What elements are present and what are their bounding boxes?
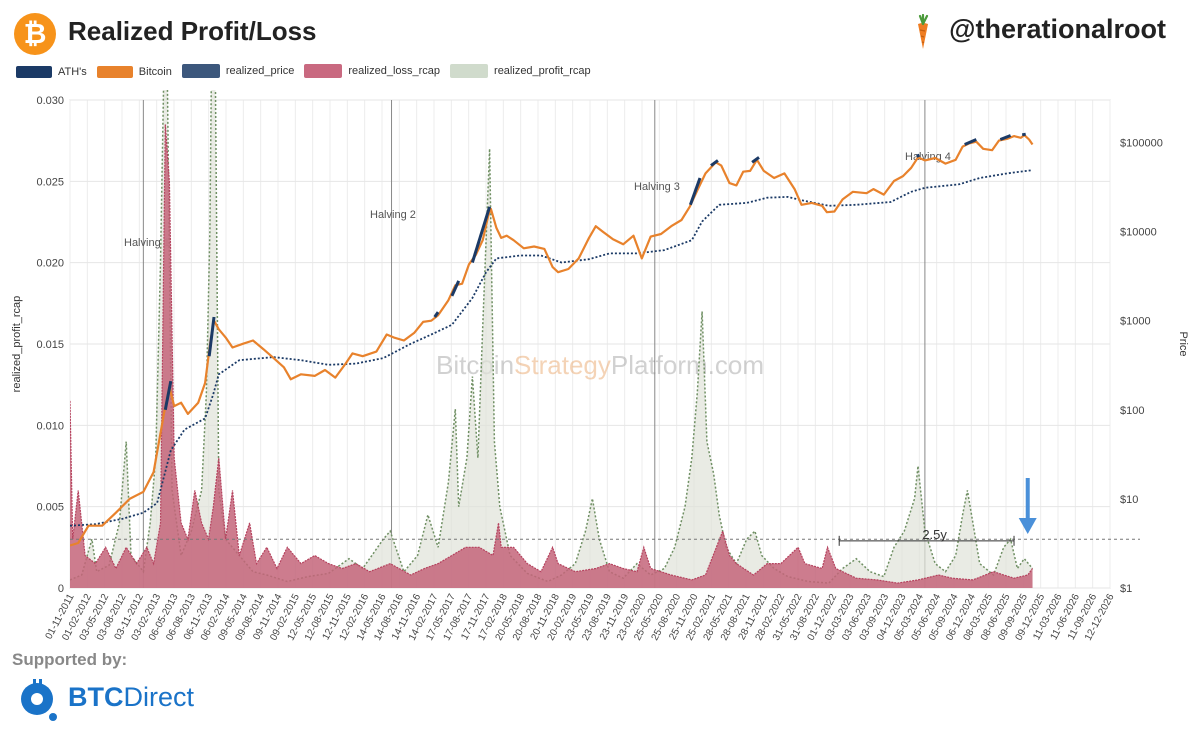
author-handle: @therationalroot — [949, 14, 1166, 44]
series-ath-segment — [450, 280, 461, 297]
legend-item-1[interactable]: Bitcoin — [96, 66, 172, 78]
legend-item-4[interactable]: realized_profit_rcap — [450, 64, 591, 78]
watermark-text: BitcoinStrategyPlatform.com — [436, 350, 764, 380]
y-left-tick-label: 0.005 — [36, 502, 64, 514]
series-ath-segment — [470, 206, 492, 263]
btc-direct-logo-icon — [21, 679, 57, 721]
halving-label: Halving 1 — [124, 237, 170, 249]
carrot-icon — [918, 14, 929, 49]
series-ath-segment — [710, 159, 719, 167]
chart-legend: ATH's Bitcoin realized_price realized_loss_… — [16, 64, 601, 82]
header: ₿ Realized Profit/Loss @therationalroot — [0, 0, 1200, 62]
series-ath-segment — [433, 311, 440, 318]
page-title: Realized Profit/Loss — [68, 16, 317, 46]
legend-item-0[interactable]: ATH's — [16, 66, 87, 78]
y-right-tick-label: $10000 — [1120, 227, 1157, 239]
series-ath-segment — [999, 134, 1012, 141]
brand-part-direct: Direct — [123, 682, 195, 712]
y-left-axis-label: realized_profit_rcap — [11, 296, 23, 393]
watermark-part-2: Strategy — [514, 350, 611, 380]
legend-label: Bitcoin — [138, 66, 172, 78]
y-left-tick-label: 0.030 — [36, 95, 64, 107]
arrow-down-icon — [1018, 518, 1037, 534]
y-right-tick-label: $1 — [1120, 583, 1132, 595]
supported-by-label: Supported by: — [12, 650, 128, 669]
series-ath-segment — [1021, 132, 1026, 137]
y-left-tick-label: 0.020 — [36, 258, 64, 270]
legend-swatch-icon — [304, 64, 343, 78]
series-ath-segment — [964, 138, 977, 146]
series-bitcoin-price — [70, 134, 1034, 547]
legend-swatch-icon — [16, 66, 52, 78]
y-left-tick-label: 0.015 — [36, 339, 64, 351]
y-right-tick-label: $1000 — [1120, 316, 1151, 328]
series-ath-segment — [688, 177, 702, 206]
legend-item-2[interactable]: realized_price — [181, 64, 295, 78]
y-left-tick-label: 0.010 — [36, 420, 64, 432]
series-realized-price — [70, 169, 1033, 527]
watermark-part-1: Bitcoin — [436, 350, 514, 380]
legend-swatch-icon — [181, 64, 220, 78]
y-right-axis-label: Price — [1177, 331, 1189, 356]
series-ath-segment — [751, 156, 760, 164]
legend-label: realized_price — [225, 65, 295, 77]
annotation-label: 2.5y — [922, 527, 947, 542]
y-right-tick-label: $100 — [1120, 405, 1144, 417]
watermark-part-3: Platform.com — [611, 350, 764, 380]
halving-label: Halving 4 — [905, 151, 951, 163]
legend-swatch-icon — [96, 66, 133, 78]
series-ath-segment — [207, 316, 216, 357]
legend-label: realized_profit_rcap — [494, 65, 591, 77]
realized-profit-loss-chart: 01-11-201101-02-201203-05-201203-08-2012… — [11, 90, 1189, 643]
btc-direct-brand: BTCDirect — [68, 682, 194, 713]
y-right-tick-label: $10 — [1120, 494, 1138, 506]
halving-label: Halving 2 — [370, 209, 416, 221]
y-right-tick-label: $100000 — [1120, 138, 1163, 150]
series-realized-loss-area — [70, 124, 1033, 588]
legend-label: ATH's — [58, 66, 87, 78]
plot-area — [70, 90, 1034, 588]
halving-label: Halving 3 — [634, 181, 680, 193]
series-ath-segment — [163, 380, 173, 411]
series-ath-segment — [916, 153, 920, 158]
bitcoin-logo-icon: ₿ — [14, 13, 56, 55]
series-realized-loss-line — [70, 124, 1033, 584]
brand-part-btc: BTC — [68, 682, 124, 712]
y-left-tick-label: 0 — [58, 583, 64, 595]
legend-label: realized_loss_rcap — [348, 65, 441, 77]
legend-item-3[interactable]: realized_loss_rcap — [304, 64, 440, 78]
legend-swatch-icon — [450, 64, 489, 78]
y-left-tick-label: 0.025 — [36, 176, 64, 188]
